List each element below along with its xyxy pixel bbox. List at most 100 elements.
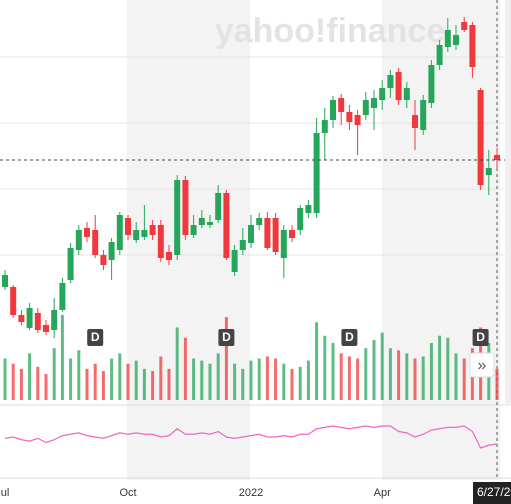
candle-body [108,242,115,260]
candle-body [2,275,8,287]
event-label: D [222,330,231,344]
candle-body [371,98,377,108]
candle-body [477,90,484,185]
volume-bar [192,358,196,400]
candle-body [412,115,418,128]
grid [0,56,505,256]
candle-body [149,225,156,235]
volume-bar [347,356,351,400]
candle-body [84,228,90,237]
volume-bar [446,337,450,400]
volume-bar [69,358,73,400]
candle-body [264,218,271,248]
candle-body [198,218,205,225]
event-label: D [91,330,100,344]
candle-body [100,255,107,265]
candle-body [166,252,172,260]
candle-body [18,315,25,322]
volume-bar [200,360,204,400]
volume-bar [364,348,368,400]
candle-body [387,75,394,88]
volume-bar [421,356,425,400]
volume-bar [52,348,56,400]
volume-bar [93,363,97,400]
indicator-line [4,425,498,449]
x-tick-label: 2022 [239,487,263,499]
candle-body [116,215,123,250]
volume-bar [257,358,261,400]
event-label: D [345,330,354,344]
candle-body [215,193,222,220]
volume-bar [216,353,220,400]
volume-bar [462,358,466,400]
candle-body [207,222,213,225]
candle-body [174,180,181,255]
volume-bar [315,322,319,400]
candle-body [34,313,41,330]
volume-bar [429,342,433,400]
candle-body [461,22,468,30]
volume-bar [118,353,122,400]
volume-bar [290,368,294,400]
event-label: D [476,330,485,344]
candle-body [223,193,230,258]
volume-bar [159,356,163,400]
candle-body [485,168,492,175]
candle-body [354,115,361,125]
event-marker [341,329,358,346]
scroll-button[interactable]: » [469,352,495,378]
volume-bar [331,342,335,400]
candle-body [26,308,33,328]
candle-body [420,100,427,130]
volume-bar [380,332,384,400]
candle-body [10,287,17,315]
x-tick-label: ul [1,487,10,499]
volume-bar [101,370,105,400]
volume-bar [438,335,442,400]
volume-bar [405,353,409,400]
svg-text:»: » [478,357,487,374]
candle-body [313,133,320,213]
candle-body [141,230,148,237]
volume-bar [323,335,327,400]
current-date-box [473,482,511,504]
candle-body [157,225,164,258]
candle-body [190,225,197,235]
candle-body [469,25,476,67]
candle-body [133,230,140,240]
candle-body [239,240,246,250]
candle-body [444,30,451,47]
candle-body [346,112,353,122]
volume-bar [151,370,155,400]
candle-body [362,100,369,115]
event-marker [472,329,489,346]
candle-body [51,310,58,330]
volume-bar [224,317,228,400]
volume-bar [339,353,343,400]
volume-bar [175,327,179,400]
candle-body [428,65,435,103]
volume-bar [495,368,499,400]
candle-body [494,155,500,160]
candle-body [289,230,295,238]
x-tick-label: Oct [119,487,136,499]
volume-bar [298,366,302,400]
volume-bar [36,366,40,400]
volume-bar [134,360,138,400]
period-band [127,0,250,480]
candle-body [125,218,131,235]
event-marker [87,329,104,346]
volume-bar [28,353,32,400]
volume-bar [306,360,310,400]
volume-bar [167,368,171,400]
event-marker [218,329,235,346]
watermark: yahoo!finance [215,12,445,50]
candle-body [43,325,49,332]
candle-body [379,88,386,100]
candle-body [280,230,287,258]
candle-body [330,100,336,120]
candle-body [297,208,304,230]
candle-body [248,225,254,243]
candle-body [321,120,328,133]
